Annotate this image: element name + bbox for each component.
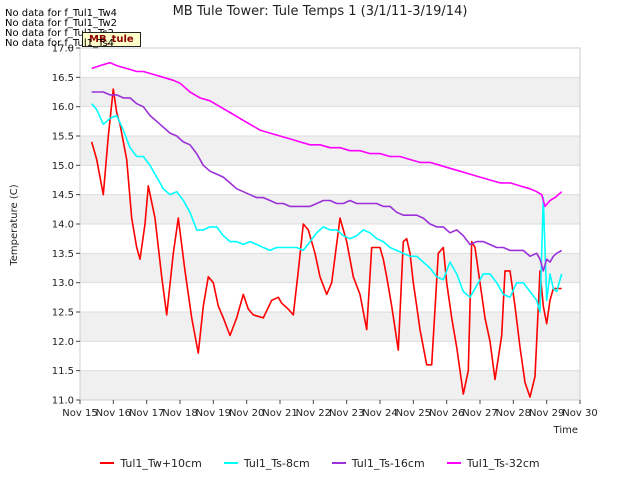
x-axis-label: Time xyxy=(553,425,578,436)
x-tick-label: Nov 26 xyxy=(429,408,464,419)
series-lines xyxy=(90,61,563,398)
background-band xyxy=(80,253,580,283)
no-data-message: No data for f_Tul1_Ts2 xyxy=(5,28,115,39)
legend-swatch xyxy=(331,462,346,464)
background-bands xyxy=(80,77,580,400)
legend-label: Tul1_Ts-16cm xyxy=(351,456,425,470)
background-band xyxy=(80,77,580,107)
x-tick-label: Nov 16 xyxy=(96,408,131,419)
legend-item[interactable]: Tul1_Ts-32cm xyxy=(446,456,540,470)
y-tick-label: 16.5 xyxy=(52,73,74,84)
y-axis-ticks: 11.0 11.5 12.0 12.5 13.0 13.5 14.0 14.5 15.0 15.5… xyxy=(52,44,80,407)
y-tick-label: 14.0 xyxy=(52,220,74,231)
legend-label: Tul1_Tw+10cm xyxy=(120,456,202,470)
series-line-tul1-tw-10cm xyxy=(90,88,562,398)
y-tick-label: 13.0 xyxy=(52,278,74,289)
series-line-tul1-ts-16cm xyxy=(91,91,563,272)
background-band xyxy=(80,194,580,224)
x-tick-label: Nov 17 xyxy=(129,408,164,419)
series-tooltip: MB_tule xyxy=(82,32,141,47)
no-data-message: No data for f_Tul1_Tw2 xyxy=(5,18,117,29)
legend-swatch xyxy=(446,462,461,464)
background-band xyxy=(80,312,580,342)
x-tick-label: Nov 20 xyxy=(229,408,264,419)
x-tick-label: Nov 22 xyxy=(296,408,331,419)
y-tick-label: 15.5 xyxy=(52,132,74,143)
legend: Tul1_Tw+10cm Tul1_Ts-8cm Tul1_Ts-16cm Tul1_… xyxy=(0,454,640,470)
x-tick-label: Nov 24 xyxy=(362,408,397,419)
x-tick-label: Nov 23 xyxy=(329,408,364,419)
x-tick-label: Nov 21 xyxy=(262,408,297,419)
background-band xyxy=(80,136,580,166)
legend-item[interactable]: Tul1_Ts-8cm xyxy=(223,456,310,470)
x-tick-label: Nov 29 xyxy=(529,408,564,419)
no-data-message: No data for f_Tul1_Ts4 xyxy=(5,38,115,49)
y-tick-label: 12.5 xyxy=(52,308,74,319)
y-tick-label: 14.5 xyxy=(52,190,74,201)
legend-label: Tul1_Ts-8cm xyxy=(243,456,310,470)
chart-title: MB Tule Tower: Tule Temps 1 (3/1/11-3/19… xyxy=(173,4,468,19)
y-tick-label: 15.0 xyxy=(52,161,74,172)
x-tick-label: Nov 15 xyxy=(62,408,97,419)
y-tick-label: 17.0 xyxy=(52,44,74,55)
y-tick-label: 16.0 xyxy=(52,102,74,113)
x-tick-label: Nov 30 xyxy=(562,408,597,419)
x-tick-label: Nov 27 xyxy=(462,408,497,419)
series-line-tul1-ts-32cm xyxy=(91,61,563,208)
background-band xyxy=(80,370,580,400)
legend-label: Tul1_Ts-32cm xyxy=(466,456,540,470)
x-tick-label: Nov 19 xyxy=(196,408,231,419)
legend-swatch xyxy=(223,462,238,464)
y-tick-label: 11.5 xyxy=(52,366,74,377)
y-axis-label: Temperature (C) xyxy=(9,184,20,266)
legend-item[interactable]: Tul1_Ts-16cm xyxy=(331,456,425,470)
y-tick-label: 12.0 xyxy=(52,337,74,348)
y-tick-label: 13.5 xyxy=(52,249,74,260)
legend-swatch xyxy=(100,462,115,464)
x-tick-label: Nov 25 xyxy=(396,408,431,419)
x-tick-label: Nov 18 xyxy=(162,408,197,419)
no-data-message: No data for f_Tul1_Tw4 xyxy=(5,8,117,19)
y-tick-label: 11.0 xyxy=(52,396,74,407)
legend-item[interactable]: Tul1_Tw+10cm xyxy=(100,456,202,470)
x-tick-label: Nov 28 xyxy=(496,408,531,419)
series-line-tul1-ts-8cm xyxy=(91,103,563,313)
